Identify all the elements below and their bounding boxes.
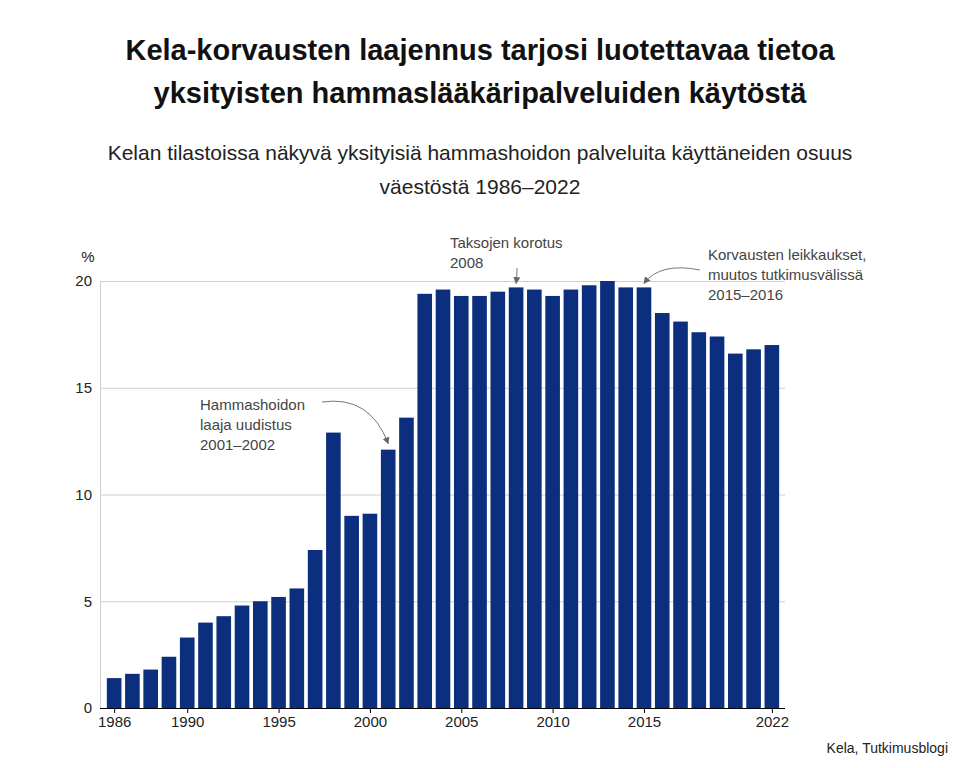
bar bbox=[582, 285, 597, 708]
x-tick: 1990 bbox=[171, 708, 204, 730]
bar bbox=[710, 337, 725, 708]
x-tick: 2005 bbox=[445, 708, 478, 730]
title-line: Kela-korvausten laajennus tarjosi luotet… bbox=[125, 34, 835, 66]
annotation-arrow bbox=[516, 268, 518, 283]
bar bbox=[746, 349, 761, 708]
y-tick-label: 0 bbox=[84, 699, 92, 716]
subtitle: Kelan tilastoissa näkyvä yksityisiä hamm… bbox=[108, 141, 853, 198]
bar bbox=[162, 657, 177, 708]
annotation-text: 2015–2016 bbox=[708, 286, 783, 303]
bar bbox=[326, 433, 341, 708]
subtitle-line: Kelan tilastoissa näkyvä yksityisiä hamm… bbox=[108, 141, 853, 164]
bar bbox=[271, 597, 286, 708]
x-tick: 2000 bbox=[354, 708, 387, 730]
bar bbox=[290, 588, 305, 708]
x-tick-label: 1995 bbox=[262, 713, 295, 730]
bar bbox=[107, 678, 122, 708]
bar bbox=[509, 287, 524, 708]
x-tick: 2015 bbox=[628, 708, 661, 730]
bar bbox=[143, 670, 158, 708]
bar bbox=[637, 287, 652, 708]
annotation-arrow bbox=[644, 268, 700, 284]
annotation-text: 2008 bbox=[450, 254, 483, 271]
x-tick-label: 1986 bbox=[98, 713, 131, 730]
x-tick-label: 2005 bbox=[445, 713, 478, 730]
y-tick: 20 bbox=[75, 272, 785, 289]
y-tick-label: 15 bbox=[75, 379, 92, 396]
annotation: Taksojen korotus 2008 bbox=[450, 234, 563, 283]
subtitle-line: väestöstä 1986–2022 bbox=[380, 175, 581, 198]
x-axis-line bbox=[106, 708, 782, 709]
bar bbox=[180, 638, 195, 708]
bar bbox=[381, 450, 396, 708]
y-tick-label: 10 bbox=[75, 486, 92, 503]
y-axis-title: % bbox=[81, 248, 94, 265]
bar bbox=[527, 290, 542, 708]
title-line: yksityisten hammaslääkäripalveluiden käy… bbox=[154, 77, 808, 109]
bar bbox=[728, 354, 743, 708]
annotation-text: 2001–2002 bbox=[200, 436, 275, 453]
bar bbox=[308, 550, 323, 708]
bar bbox=[600, 281, 615, 708]
bars bbox=[107, 281, 779, 708]
y-tick-label: 20 bbox=[75, 272, 92, 289]
bar bbox=[472, 296, 487, 708]
x-tick-label: 2022 bbox=[756, 713, 789, 730]
x-tick-label: 2000 bbox=[354, 713, 387, 730]
bar bbox=[454, 296, 469, 708]
bar bbox=[491, 292, 506, 708]
bar bbox=[253, 601, 268, 708]
bar bbox=[618, 287, 633, 708]
x-tick-label: 2015 bbox=[628, 713, 661, 730]
grid-line bbox=[100, 708, 785, 709]
annotation: Hammashoidon laaja uudistus 2001–2002 bbox=[200, 396, 388, 453]
bar bbox=[691, 332, 706, 708]
annotation-text: laaja uudistus bbox=[200, 416, 292, 433]
bar bbox=[216, 616, 231, 708]
x-tick: 1995 bbox=[262, 708, 295, 730]
bar bbox=[673, 322, 688, 708]
bar bbox=[399, 418, 414, 708]
annotation-arrow bbox=[322, 401, 388, 444]
x-tick: 2022 bbox=[756, 708, 789, 730]
x-tick: 2010 bbox=[536, 708, 569, 730]
bar bbox=[417, 294, 432, 708]
bar bbox=[235, 606, 250, 708]
bar bbox=[655, 313, 670, 708]
bar bbox=[198, 623, 213, 708]
x-axis: 1986 1990 1995 2000 2005 2010 2015 2022 bbox=[98, 708, 789, 730]
bar bbox=[545, 296, 560, 708]
y-tick-label: 5 bbox=[84, 593, 92, 610]
x-tick-label: 2010 bbox=[536, 713, 569, 730]
bar bbox=[344, 516, 359, 708]
grid-line bbox=[100, 281, 785, 282]
annotation-text: Taksojen korotus bbox=[450, 234, 563, 251]
annotation-text: Korvausten leikkaukset, bbox=[708, 246, 866, 263]
y-axis: 0 5 10 15 20 bbox=[75, 272, 785, 716]
bar bbox=[436, 290, 451, 708]
x-tick: 1986 bbox=[98, 708, 131, 730]
chart: Kela-korvausten laajennus tarjosi luotet… bbox=[0, 0, 960, 768]
bar bbox=[125, 674, 140, 708]
source: Kela, Tutkimusblogi bbox=[827, 740, 948, 756]
x-tick-label: 1990 bbox=[171, 713, 204, 730]
annotation: Korvausten leikkaukset, muutos tutkimusvä… bbox=[644, 246, 866, 303]
title: Kela-korvausten laajennus tarjosi luotet… bbox=[125, 34, 835, 109]
bar bbox=[765, 345, 780, 708]
annotation-text: Hammashoidon bbox=[200, 396, 305, 413]
bar bbox=[363, 514, 378, 708]
bar bbox=[564, 290, 579, 708]
annotation-text: muutos tutkimusvälissä bbox=[708, 266, 864, 283]
